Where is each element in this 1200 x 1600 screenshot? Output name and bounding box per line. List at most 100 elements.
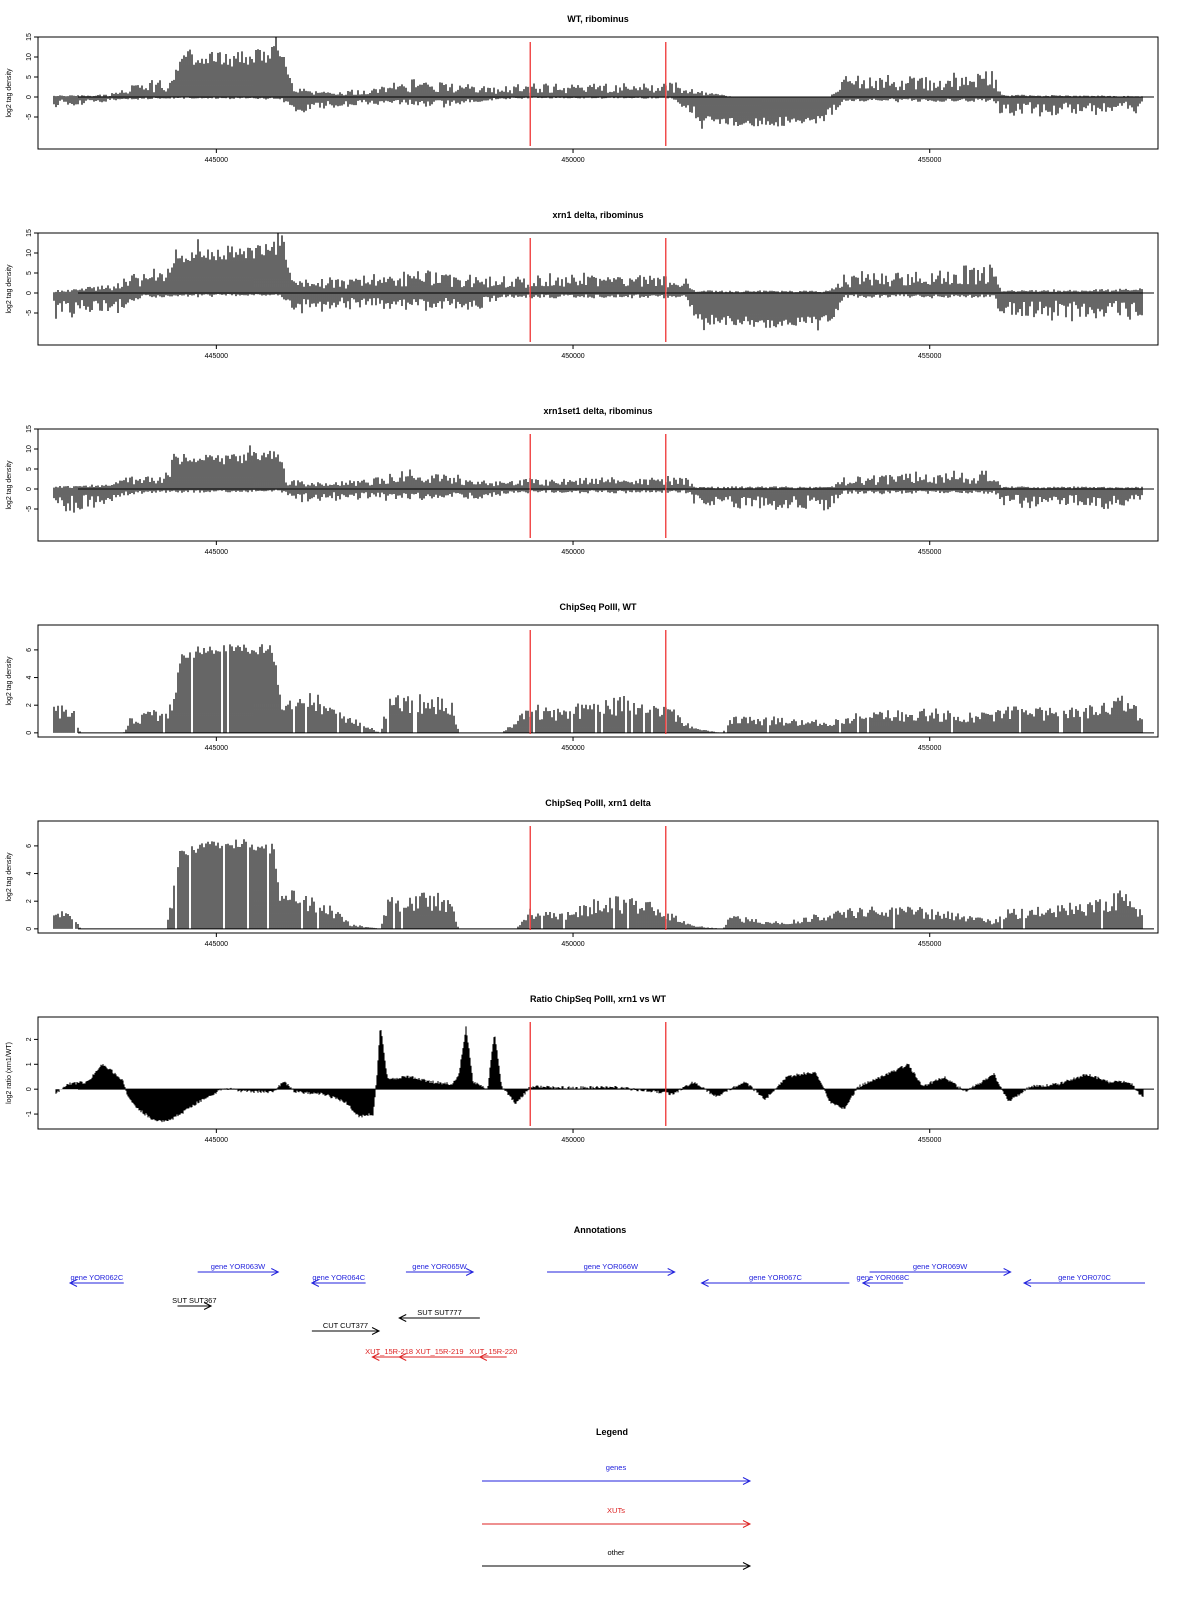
- feature-label: gene YOR066W: [584, 1262, 639, 1271]
- annotation-feature: SUT SUT367: [172, 1296, 217, 1310]
- arrow-head-icon: [478, 1353, 488, 1361]
- annotation-feature: XUT_15R-219: [398, 1347, 480, 1361]
- annotation-feature: gene YOR066W: [547, 1262, 676, 1276]
- legend-title: Legend: [596, 1427, 628, 1437]
- x-tick-label: 450000: [561, 1137, 584, 1144]
- y-axis-label: log2 tag density: [6, 852, 13, 902]
- y-tick-label: 1: [26, 1062, 33, 1066]
- y-axis-label: log2 tag density: [6, 656, 13, 706]
- plot-frame: [37, 232, 1159, 346]
- feature-label: gene YOR067C: [749, 1273, 802, 1282]
- y-axis-label: log2 tag density: [6, 264, 13, 314]
- arrow-head-icon: [465, 1268, 475, 1276]
- panel-title: Ratio ChipSeq PolII, xrn1 vs WT: [530, 994, 667, 1004]
- series-minus: [53, 489, 1143, 513]
- annotation-feature: gene YOR062C: [68, 1273, 124, 1287]
- y-tick-label: 5: [26, 467, 33, 471]
- feature-label: gene YOR070C: [1058, 1273, 1111, 1282]
- annotation-feature: XUT_15R-220: [469, 1347, 517, 1361]
- track-panel-5: ChipSeq PolII, xrn1 delta log2 tag densit…: [6, 798, 1159, 948]
- x-tick-label: 455000: [918, 941, 941, 948]
- feature-label: SUT SUT777: [417, 1308, 461, 1317]
- annotations-title: Annotations: [574, 1225, 627, 1235]
- x-tick-label: 450000: [561, 157, 584, 164]
- feature-label: gene YOR069W: [913, 1262, 968, 1271]
- feature-label: CUT CUT377: [323, 1321, 368, 1330]
- feature-label: gene YOR064C: [312, 1273, 365, 1282]
- x-tick-label: 445000: [205, 745, 228, 752]
- x-tick-label: 445000: [205, 1137, 228, 1144]
- y-tick-label: 0: [26, 291, 33, 295]
- y-axis-label: log2 ratio (xrn1/WT): [6, 1042, 13, 1104]
- y-tick-label: -1: [26, 1111, 33, 1117]
- arrow-head-icon: [1022, 1279, 1032, 1287]
- y-tick-label: 10: [26, 249, 33, 257]
- plot-frame: [37, 36, 1159, 150]
- series-plus: [53, 37, 1143, 97]
- annotation-feature: gene YOR070C: [1022, 1273, 1145, 1287]
- data-bars: [53, 233, 1143, 331]
- y-tick-label: 0: [26, 95, 33, 99]
- data-bars: [53, 37, 1143, 129]
- panel-title: WT, ribominus: [567, 14, 629, 24]
- arrow-head-icon: [861, 1279, 871, 1287]
- y-tick-label: 6: [26, 844, 33, 848]
- x-tick-label: 450000: [561, 745, 584, 752]
- x-tick-label: 450000: [561, 941, 584, 948]
- y-tick-label: 2: [26, 703, 33, 707]
- series-minus: [53, 293, 1143, 331]
- arrow-head-icon: [203, 1302, 213, 1310]
- x-tick-label: 455000: [918, 1137, 941, 1144]
- arrow-head-icon: [742, 1562, 752, 1570]
- x-tick-label: 445000: [205, 157, 228, 164]
- legend-label: XUTs: [607, 1506, 625, 1515]
- x-tick-label: 445000: [205, 353, 228, 360]
- y-tick-label: 2: [26, 1037, 33, 1041]
- plot-frame: [37, 428, 1159, 542]
- panel-title: xrn1set1 delta, ribominus: [543, 406, 652, 416]
- x-tick-label: 450000: [561, 549, 584, 556]
- legend-entry-XUTs: XUTs: [482, 1506, 752, 1528]
- arrow-head-icon: [398, 1353, 407, 1361]
- panel-title: ChipSeq PolII, xrn1 delta: [545, 798, 652, 808]
- annotation-items: gene YOR062C gene YOR063W gene YOR064C gene…: [68, 1262, 1145, 1361]
- x-tick-label: 455000: [918, 157, 941, 164]
- x-tick-label: 455000: [918, 353, 941, 360]
- series-plus: [53, 445, 1143, 489]
- series-plus: [53, 644, 1143, 733]
- panel-title: xrn1 delta, ribominus: [552, 210, 643, 220]
- arrow-head-icon: [700, 1279, 709, 1287]
- y-tick-label: 15: [26, 425, 33, 433]
- data-bars: [55, 1026, 1144, 1123]
- annotation-feature: gene YOR069W: [869, 1262, 1012, 1276]
- y-tick-label: 5: [26, 271, 33, 275]
- y-tick-label: 0: [26, 731, 33, 735]
- track-panel-6: Ratio ChipSeq PolII, xrn1 vs WT log2 rati…: [6, 994, 1159, 1144]
- annotation-feature: CUT CUT377: [311, 1321, 381, 1335]
- y-tick-label: 6: [26, 648, 33, 652]
- annotation-feature: gene YOR064C: [310, 1273, 366, 1287]
- y-tick-label: 4: [26, 871, 33, 875]
- x-tick-label: 455000: [918, 745, 941, 752]
- annotation-feature: SUT SUT777: [398, 1308, 480, 1322]
- arrow-head-icon: [371, 1353, 380, 1361]
- y-tick-label: 5: [26, 75, 33, 79]
- track-panel-3: xrn1set1 delta, ribominus log2 tag densit…: [6, 406, 1159, 556]
- feature-label: XUT_15R-220: [469, 1347, 517, 1356]
- arrow-head-icon: [667, 1268, 676, 1276]
- data-bars: [53, 644, 1143, 733]
- series-minus: [53, 97, 1143, 129]
- y-tick-label: 0: [26, 1087, 33, 1091]
- x-tick-label: 445000: [205, 941, 228, 948]
- feature-label: gene YOR065W: [412, 1262, 467, 1271]
- arrow-head-icon: [742, 1477, 752, 1485]
- arrow-head-icon: [742, 1520, 752, 1528]
- arrow-head-icon: [371, 1327, 381, 1335]
- feature-label: XUT_15R-218: [365, 1347, 413, 1356]
- track-panel-1: WT, ribominus log2 tag density -5 0 5 10 15 445…: [6, 14, 1159, 164]
- series-plus: [53, 839, 1143, 929]
- annotation-feature: gene YOR065W: [405, 1262, 475, 1276]
- annotation-feature: gene YOR067C: [700, 1273, 850, 1287]
- legend-items: genes XUTs other: [482, 1463, 752, 1570]
